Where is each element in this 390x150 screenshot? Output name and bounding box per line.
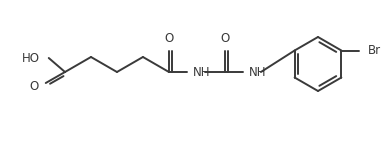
- Text: O: O: [30, 81, 39, 93]
- Text: O: O: [164, 32, 174, 45]
- Text: O: O: [220, 32, 230, 45]
- Text: HO: HO: [22, 51, 40, 64]
- Text: Br: Br: [367, 44, 381, 57]
- Text: NH: NH: [249, 66, 266, 78]
- Text: NH: NH: [193, 66, 211, 78]
